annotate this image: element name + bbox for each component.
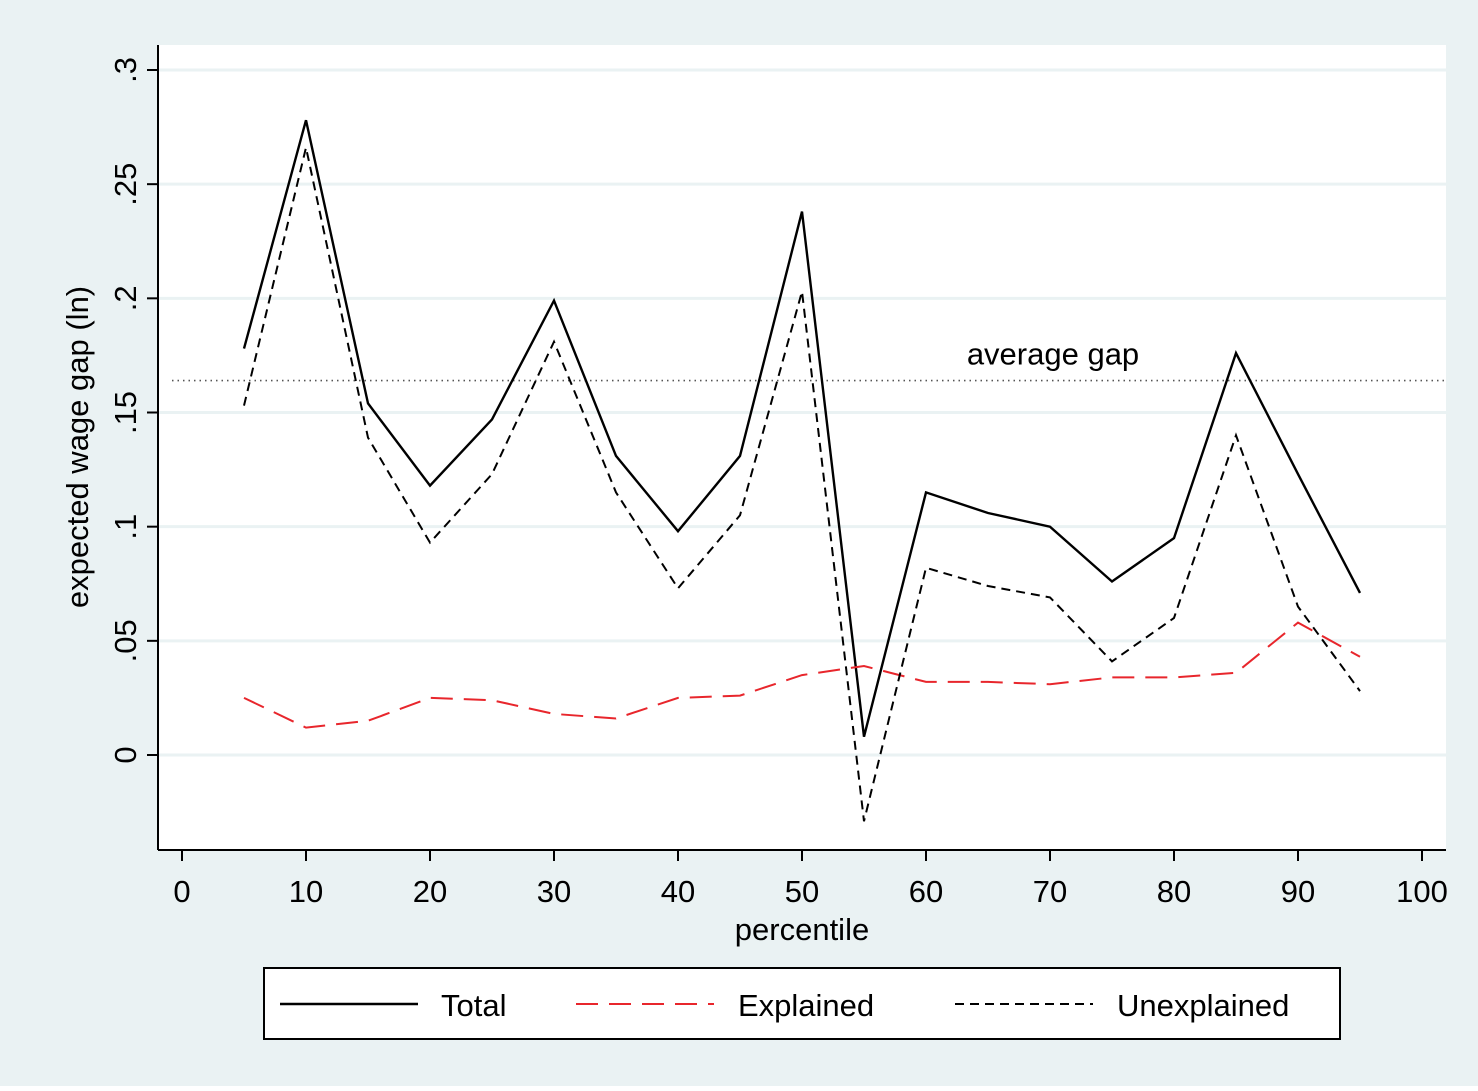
y-tick-label-6: .3: [108, 57, 143, 83]
x-axis-label: percentile: [735, 912, 869, 947]
x-tick-label-5: 50: [785, 874, 819, 909]
axis-layer: 0 .05 .1 .15 .2 .25 .3 0 10 20 30 40 50 60 70 80 90 100: [108, 45, 1448, 909]
legend-label-total: Total: [441, 988, 506, 1023]
y-tick-label-1: .05: [108, 619, 143, 662]
x-tick-label-0: 0: [173, 874, 190, 909]
reference-line-layer: average gap: [172, 337, 1444, 382]
x-tick-label-4: 40: [661, 874, 695, 909]
series-layer: [242, 119, 1362, 822]
y-tick-label-3: .15: [108, 391, 143, 434]
y-tick-label-2: .1: [108, 514, 143, 540]
grid-layer: [158, 68, 1446, 757]
legend-label-unexplained: Unexplained: [1117, 988, 1289, 1023]
series-line-explained: [243, 621, 1361, 729]
x-tick-label-7: 70: [1033, 874, 1067, 909]
y-tick-label-5: .25: [108, 163, 143, 206]
y-tick-label-4: .2: [108, 285, 143, 311]
x-tick-label-1: 10: [289, 874, 323, 909]
legend-label-explained: Explained: [738, 988, 874, 1023]
plot-background: [158, 45, 1446, 850]
x-tick-label-9: 90: [1281, 874, 1315, 909]
x-tick-label-10: 100: [1396, 874, 1448, 909]
legend: Total Explained Unexplained: [263, 967, 1341, 1040]
x-tick-label-6: 60: [909, 874, 943, 909]
legend-box: [263, 967, 1341, 1040]
x-tick-label-3: 30: [537, 874, 571, 909]
series-line-unexplained: [243, 147, 1361, 822]
x-tick-label-2: 20: [413, 874, 447, 909]
series-line-total: [242, 119, 1362, 737]
x-tick-label-8: 80: [1157, 874, 1191, 909]
y-tick-label-0: 0: [108, 746, 143, 763]
average-gap-label: average gap: [967, 337, 1139, 372]
y-axis-label: expected wage gap (ln): [60, 286, 95, 608]
